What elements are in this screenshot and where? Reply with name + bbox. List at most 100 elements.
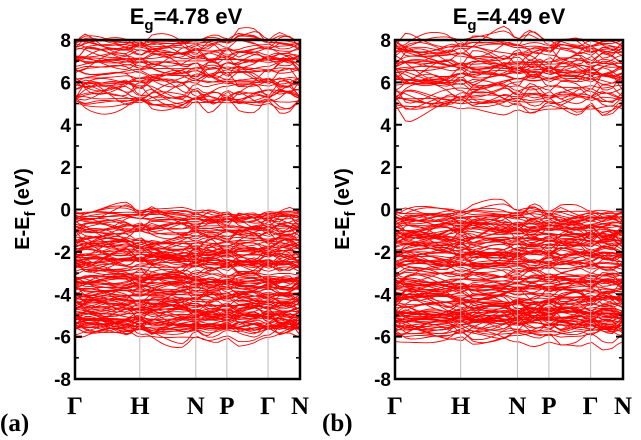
band-line bbox=[394, 205, 623, 223]
band-line bbox=[74, 205, 301, 220]
ytick-label: -2 bbox=[374, 243, 391, 264]
kpoint-label: N bbox=[291, 393, 309, 420]
band-line bbox=[394, 281, 624, 294]
band-line bbox=[394, 254, 623, 269]
ytick-label: 0 bbox=[380, 201, 391, 222]
band-line bbox=[74, 288, 301, 302]
band-line bbox=[394, 242, 624, 256]
band-line bbox=[74, 276, 301, 286]
band-line bbox=[394, 247, 624, 265]
ytick-label: 4 bbox=[60, 116, 71, 137]
band-line bbox=[394, 308, 624, 335]
band-line bbox=[394, 42, 624, 69]
ytick-label: -4 bbox=[54, 285, 71, 306]
band-line bbox=[394, 60, 624, 91]
band-line bbox=[394, 85, 624, 107]
ytick-label: 6 bbox=[380, 73, 391, 94]
band-line bbox=[394, 274, 624, 296]
band-line bbox=[394, 266, 624, 282]
band-line bbox=[394, 290, 624, 318]
kpoint-label: N bbox=[187, 393, 205, 420]
ytick-label: -8 bbox=[54, 370, 71, 391]
band-line bbox=[74, 213, 301, 224]
band-line bbox=[394, 237, 624, 248]
band-line bbox=[74, 209, 301, 220]
ytick-label: 8 bbox=[380, 31, 391, 52]
panel-b-yticks: -8 -6 -4 -2 0 2 4 6 8 bbox=[374, 31, 623, 391]
ytick-label: -6 bbox=[374, 328, 391, 349]
kpoint-label: Γ bbox=[260, 393, 276, 420]
panel-b-kgrid bbox=[460, 40, 592, 379]
band-line bbox=[394, 105, 624, 116]
band-line bbox=[74, 239, 301, 260]
band-line bbox=[74, 281, 301, 304]
kpoint-label: H bbox=[451, 393, 471, 420]
band-line bbox=[74, 59, 301, 88]
band-line bbox=[394, 35, 624, 59]
band-line bbox=[74, 282, 301, 299]
ytick-label: 0 bbox=[60, 201, 71, 222]
band-line bbox=[74, 210, 301, 218]
band-line bbox=[74, 321, 301, 335]
panel-b-label: (b) bbox=[322, 410, 353, 437]
band-line bbox=[394, 259, 624, 271]
band-line bbox=[394, 87, 624, 106]
band-line bbox=[74, 213, 301, 240]
band-line bbox=[74, 96, 301, 110]
band-line bbox=[394, 322, 624, 336]
band-line bbox=[394, 313, 624, 333]
band-line bbox=[394, 218, 624, 238]
band-line bbox=[394, 279, 624, 300]
band-line bbox=[394, 318, 624, 344]
band-line bbox=[74, 238, 301, 266]
band-line bbox=[394, 238, 624, 261]
band-line bbox=[394, 308, 624, 332]
band-line bbox=[394, 328, 624, 345]
band-line bbox=[394, 228, 624, 238]
band-line bbox=[394, 214, 624, 225]
band-line bbox=[394, 304, 624, 334]
band-line bbox=[74, 235, 301, 245]
band-line bbox=[74, 268, 301, 283]
band-line bbox=[394, 295, 624, 309]
band-line bbox=[394, 211, 624, 231]
band-line bbox=[74, 318, 301, 331]
band-line bbox=[394, 233, 624, 253]
kpoint-label: Γ bbox=[583, 393, 599, 420]
panel-a-label: (a) bbox=[0, 410, 29, 437]
band-line bbox=[74, 222, 301, 237]
band-line bbox=[394, 206, 624, 225]
band-line bbox=[394, 60, 624, 75]
band-line bbox=[394, 61, 624, 86]
band-line bbox=[75, 255, 301, 264]
kpoint-label: P bbox=[541, 393, 556, 420]
kpoint-label: H bbox=[130, 393, 150, 420]
band-line bbox=[74, 52, 301, 87]
band-line bbox=[74, 261, 301, 270]
band-line bbox=[74, 38, 301, 59]
band-line bbox=[74, 239, 301, 262]
band-line bbox=[394, 235, 624, 251]
band-line bbox=[74, 240, 301, 250]
band-line bbox=[394, 53, 624, 71]
band-line bbox=[394, 261, 624, 270]
band-line bbox=[394, 86, 624, 122]
band-line bbox=[74, 248, 301, 266]
band-line bbox=[394, 308, 624, 320]
band-line bbox=[74, 277, 301, 298]
kpoint-label: P bbox=[219, 393, 234, 420]
panel-b-ylabel: E-Ef (eV) bbox=[332, 168, 359, 250]
band-line bbox=[74, 51, 301, 67]
band-line bbox=[394, 239, 624, 265]
band-line bbox=[394, 38, 624, 63]
band-line bbox=[394, 58, 624, 70]
panel-b-title: Eg=4.49 eV bbox=[453, 4, 566, 34]
band-line bbox=[74, 86, 301, 109]
panel-a-kgrid bbox=[139, 40, 269, 379]
band-line bbox=[74, 217, 301, 243]
band-line bbox=[394, 261, 624, 278]
kpoint-label: N bbox=[508, 393, 526, 420]
band-line bbox=[74, 292, 301, 312]
band-line bbox=[74, 204, 301, 230]
